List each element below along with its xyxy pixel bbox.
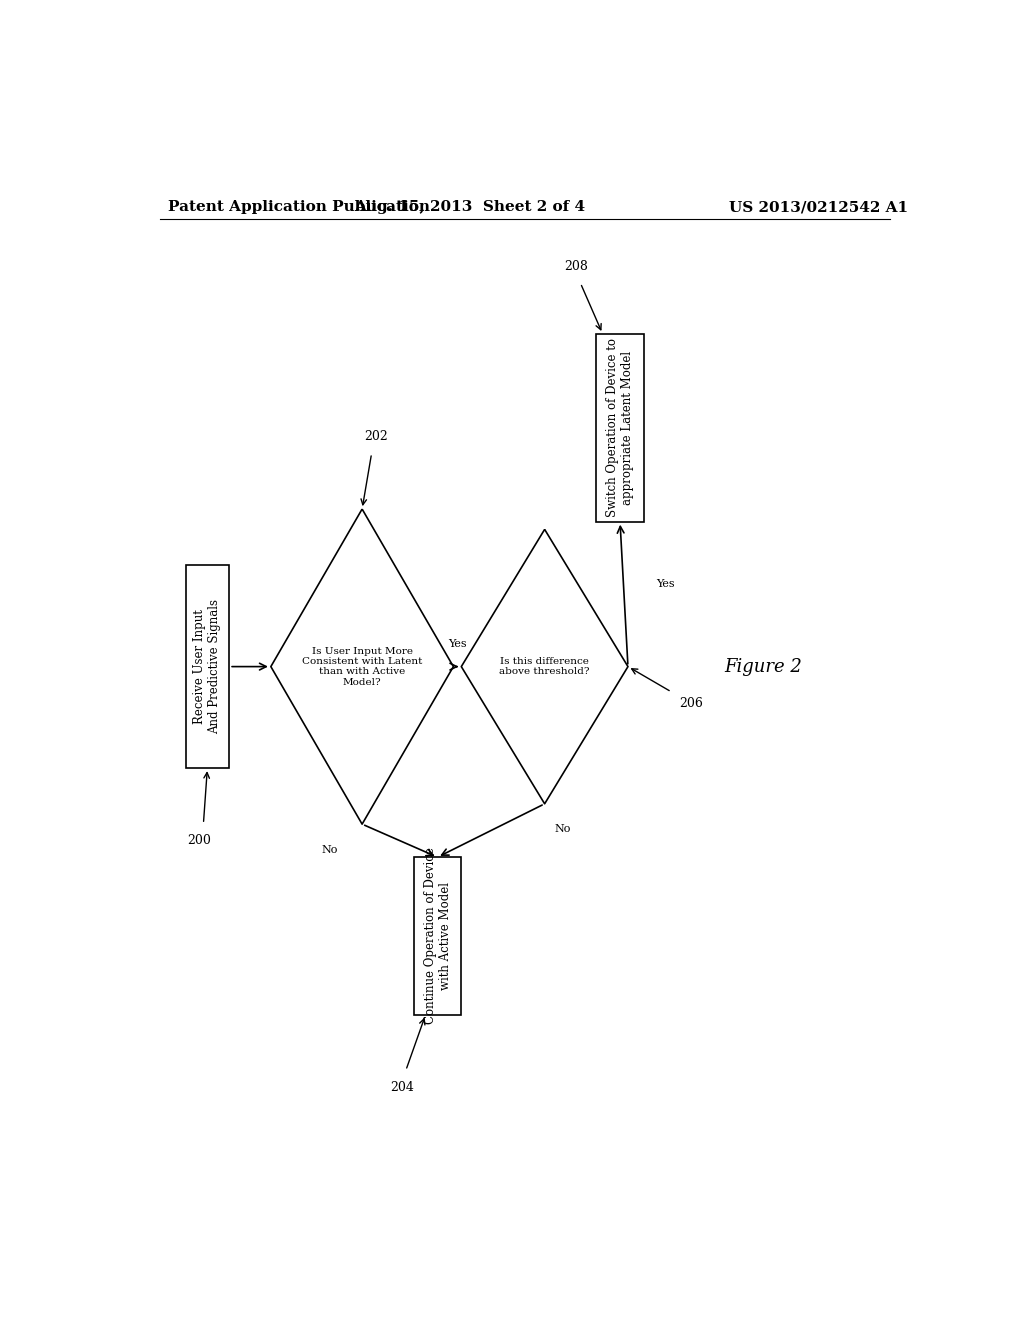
- Text: Continue Operation of Device
with Active Model: Continue Operation of Device with Active…: [424, 847, 452, 1024]
- Text: 206: 206: [680, 697, 703, 710]
- Text: US 2013/0212542 A1: US 2013/0212542 A1: [729, 201, 908, 214]
- Bar: [414, 857, 461, 1015]
- Text: Switch Operation of Device to
appropriate Latent Model: Switch Operation of Device to appropriat…: [606, 338, 634, 517]
- Text: 200: 200: [187, 834, 211, 847]
- Bar: [596, 334, 644, 521]
- Text: Figure 2: Figure 2: [724, 657, 802, 676]
- Text: 202: 202: [365, 430, 388, 444]
- Text: 208: 208: [564, 260, 589, 273]
- Text: Receive User Input
And Predictive Signals: Receive User Input And Predictive Signal…: [194, 599, 221, 734]
- Text: 204: 204: [390, 1081, 414, 1094]
- Text: Is this difference
above threshold?: Is this difference above threshold?: [500, 657, 590, 676]
- Text: Yes: Yes: [655, 579, 675, 589]
- Text: Is User Input More
Consistent with Latent
than with Active
Model?: Is User Input More Consistent with Laten…: [302, 647, 422, 686]
- Text: Aug. 15, 2013  Sheet 2 of 4: Aug. 15, 2013 Sheet 2 of 4: [353, 201, 585, 214]
- Text: No: No: [322, 845, 338, 854]
- Text: Patent Application Publication: Patent Application Publication: [168, 201, 430, 214]
- Text: Yes: Yes: [449, 639, 467, 649]
- Text: No: No: [554, 824, 570, 834]
- Bar: [185, 565, 229, 768]
